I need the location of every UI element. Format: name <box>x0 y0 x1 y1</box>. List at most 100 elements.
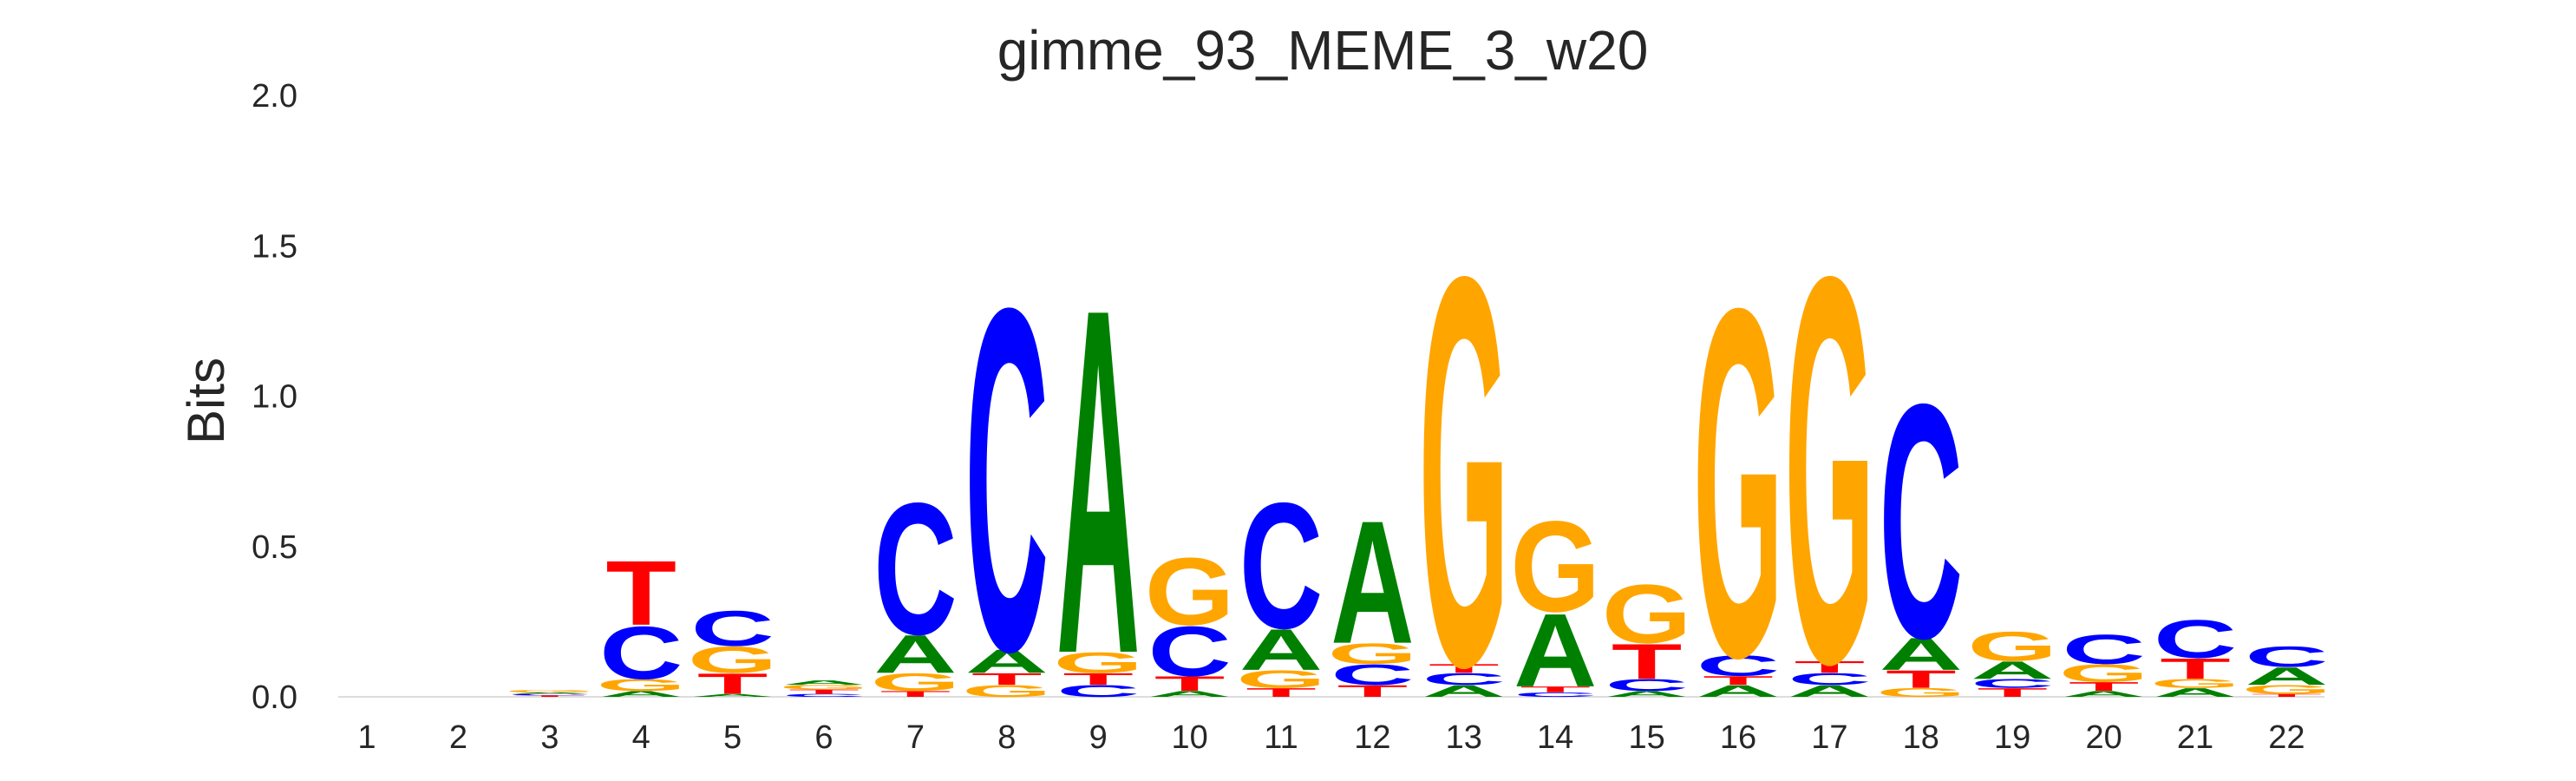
logo-letter-C: C <box>599 611 683 695</box>
logo-letter-G: G <box>1785 163 1875 778</box>
logo-letter-T: T <box>1886 666 1956 693</box>
x-tick-label: 17 <box>1811 719 1847 756</box>
logo-letter-T: T <box>1337 682 1408 700</box>
y-tick-label: 2.0 <box>252 78 297 115</box>
y-tick-label: 1.5 <box>252 228 297 265</box>
x-tick-label: 9 <box>1089 719 1108 756</box>
logo-letter-G: G <box>2150 677 2240 691</box>
logo-letter-A: A <box>1605 689 1688 699</box>
x-tick-label: 21 <box>2177 719 2213 756</box>
logo-letter-A: A <box>1971 656 2054 684</box>
logo-letter-C: C <box>1330 659 1414 692</box>
logo-letter-A: A <box>782 679 866 686</box>
logo-letter-C: C <box>1422 670 1506 688</box>
logo-letter-C: C <box>965 207 1049 752</box>
logo-letter-C: C <box>508 693 592 696</box>
x-tick-label: 20 <box>2085 719 2122 756</box>
logo-letter-C: C <box>1514 692 1597 699</box>
logo-letter-G: G <box>1967 623 2057 670</box>
y-tick-label: 1.0 <box>252 379 297 416</box>
logo-letter-T: T <box>2252 693 2322 698</box>
logo-letter-G: G <box>779 684 869 691</box>
logo-letter-T: T <box>605 541 676 645</box>
y-tick-label: 0.5 <box>252 529 297 566</box>
logo-letter-A: A <box>1422 682 1506 700</box>
x-tick-label: 11 <box>1264 719 1298 756</box>
logo-letter-A: A <box>690 693 774 698</box>
logo-letter-C: C <box>1147 613 1231 692</box>
logo-letter-A: A <box>1239 617 1323 682</box>
logo-letter-T: T <box>2160 653 2230 686</box>
logo-letter-C: C <box>1056 682 1140 700</box>
logo-letter-T: T <box>971 670 1042 688</box>
logo-letter-T: T <box>697 667 768 700</box>
x-tick-label: 16 <box>1720 719 1756 756</box>
logo-letter-A: A <box>2245 662 2328 690</box>
logo-letter-T: T <box>2069 679 2139 693</box>
logo-letter-T: T <box>880 689 951 699</box>
logo-letter-G: G <box>1236 666 1326 693</box>
logo-letter-A: A <box>965 642 1049 679</box>
x-tick-label: 8 <box>997 719 1016 756</box>
logo-letter-G: G <box>1510 494 1600 639</box>
logo-letter-T: T <box>1977 686 2047 699</box>
x-tick-label: 12 <box>1354 719 1390 756</box>
logo-letter-A: A <box>2062 689 2145 699</box>
x-axis-ticks: 1 2 3 4 5 6 7 8 9 10 11 12 13 14 15 16 17 18 19 20 21 22 <box>357 719 2305 756</box>
logo-letter-A: A <box>1330 485 1414 680</box>
logo-letter-C: C <box>782 693 866 698</box>
x-tick-label: 15 <box>1628 719 1664 756</box>
x-tick-label: 2 <box>449 719 467 756</box>
logo-letter-A: A <box>1147 689 1231 699</box>
logo-letter-C: C <box>1788 670 1871 688</box>
x-tick-label: 19 <box>1994 719 2030 756</box>
logo-letter-G: G <box>596 676 686 694</box>
logo-letter-T: T <box>788 688 859 695</box>
logo-letter-G: G <box>688 639 778 680</box>
logo-letter-G: G <box>962 682 1052 700</box>
logo-letter-G: G <box>1419 161 1509 781</box>
logo-letter-T: T <box>1520 685 1590 694</box>
logo-letter-C: C <box>1605 676 1688 694</box>
logo-letter-C: C <box>690 601 774 657</box>
x-tick-label: 10 <box>1171 719 1207 756</box>
logo-letter-G: G <box>505 689 595 692</box>
logo-letter-C: C <box>1880 335 1963 708</box>
x-tick-label: 18 <box>1903 719 1939 756</box>
x-tick-label: 7 <box>906 719 925 756</box>
logo-letter-C: C <box>1971 677 2054 691</box>
x-tick-label: 4 <box>632 719 651 756</box>
logo-letter-T: T <box>1062 670 1133 688</box>
y-axis-ticks: 0.0 0.5 1.0 1.5 2.0 <box>252 78 297 716</box>
logo-letter-A: A <box>599 689 683 699</box>
logo-letter-T: T <box>514 695 585 698</box>
x-tick-label: 14 <box>1537 719 1573 756</box>
x-tick-label: 22 <box>2268 719 2305 756</box>
x-tick-label: 1 <box>357 719 376 756</box>
chart-title: gimme_93_MEME_3_w20 <box>997 19 1649 82</box>
logo-letter-A: A <box>1514 592 1597 709</box>
logo-letter-T: T <box>1703 673 1773 687</box>
x-tick-label: 3 <box>540 719 559 756</box>
logo-letter-A: A <box>1788 682 1871 700</box>
logo-letter-C: C <box>2154 609 2237 670</box>
logo-letter-A: A <box>2154 686 2237 699</box>
logo-letter-G: G <box>871 668 961 696</box>
x-tick-label: 6 <box>814 719 833 756</box>
logo-letter-C: C <box>2245 640 2328 673</box>
logo-letter-G: G <box>1693 207 1783 761</box>
logo-letter-G: G <box>1602 568 1692 661</box>
logo-letter-G: G <box>1145 538 1235 646</box>
logo-letter-G: G <box>1328 637 1418 670</box>
logo-letter-A: A <box>1056 207 1140 757</box>
logo-letter-A: A <box>1880 628 1963 679</box>
logo-letter-C: C <box>873 464 957 674</box>
logo-letter-C: C <box>2062 627 2145 673</box>
logo-letter-T: T <box>1429 661 1499 675</box>
y-tick-label: 0.0 <box>252 679 297 716</box>
logo-letter-A: A <box>873 624 957 685</box>
logo-letter-T: T <box>1154 672 1225 695</box>
x-tick-label: 13 <box>1446 719 1482 756</box>
y-axis-label: Bits <box>177 358 235 444</box>
